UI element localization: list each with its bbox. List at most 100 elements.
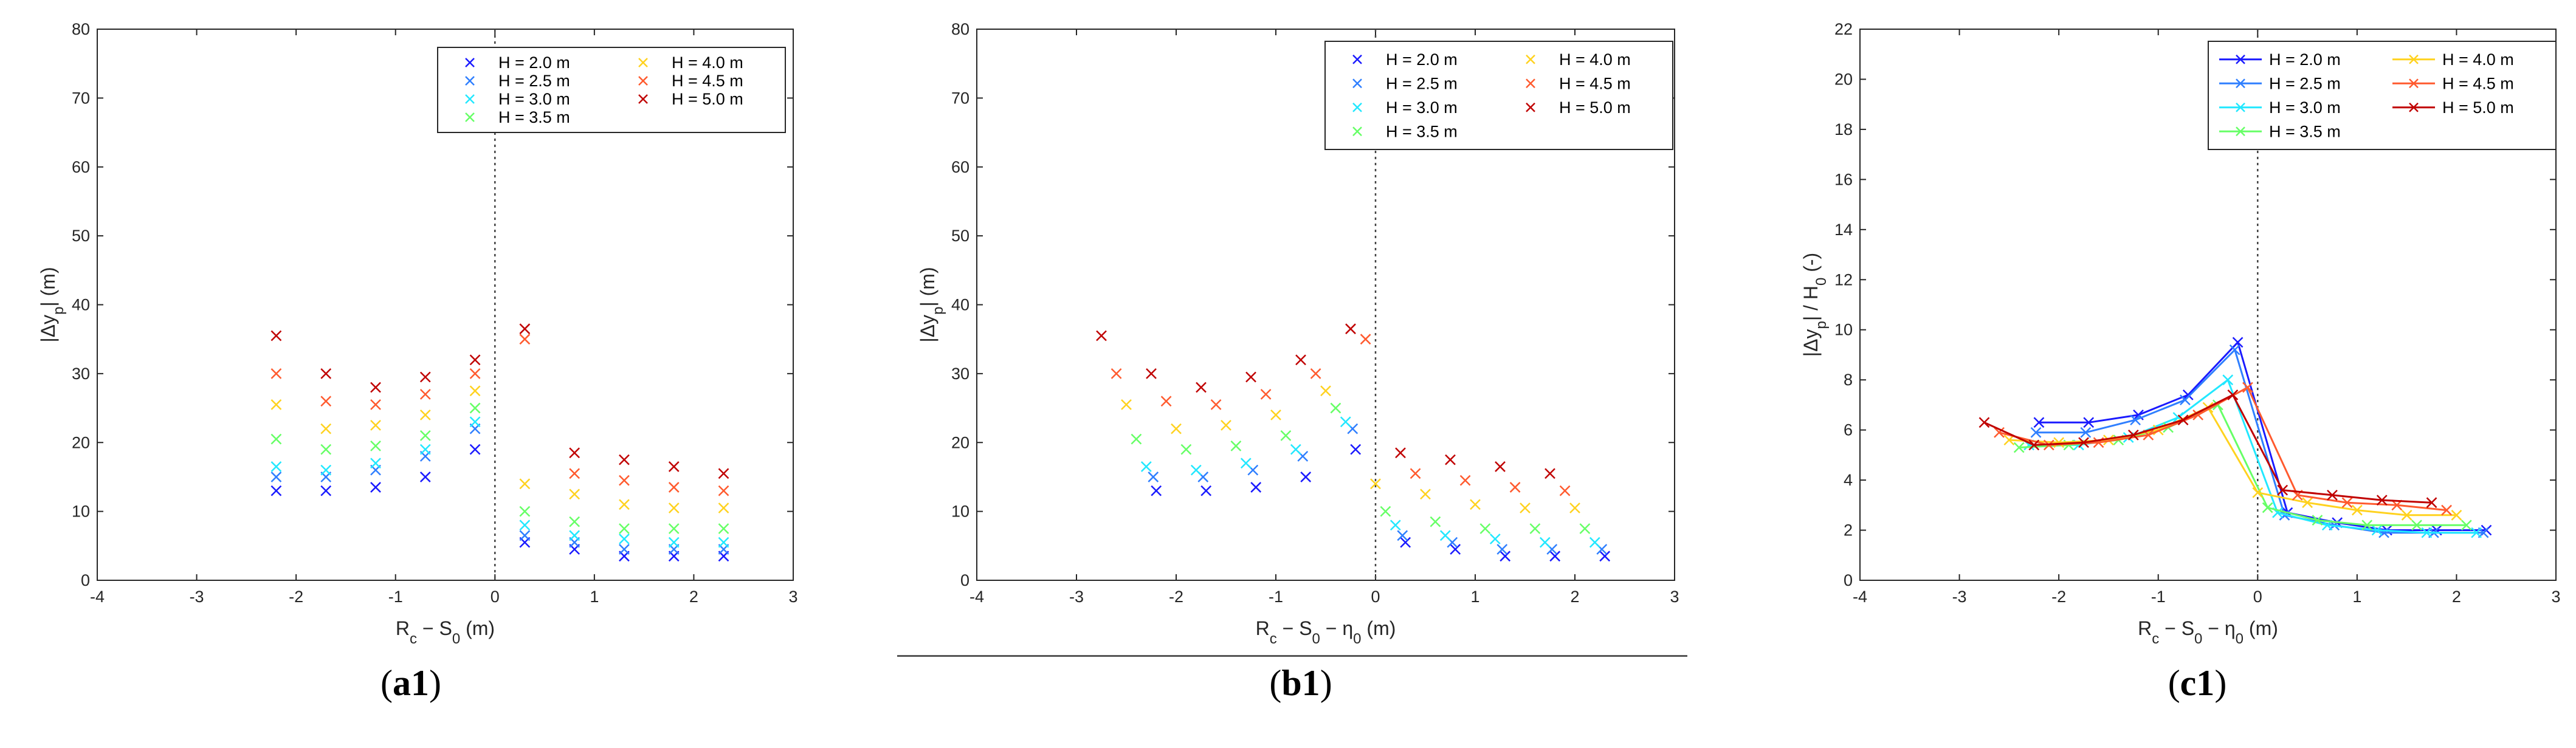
- marker-stroke: [1196, 382, 1207, 393]
- series-4.0: [270, 385, 729, 513]
- legend-marker: [465, 76, 475, 86]
- legend-marker: [2236, 126, 2245, 137]
- y-tick-label: 8: [1844, 371, 1853, 389]
- caption-a1: (a1): [320, 662, 502, 704]
- marker-stroke: [1330, 402, 1341, 414]
- data-point: [1994, 427, 2005, 438]
- data-point: [1397, 530, 1408, 541]
- data-point: [2361, 520, 2373, 531]
- marker-stroke: [1390, 520, 1401, 531]
- data-point: [569, 489, 580, 500]
- legend-label: H = 3.5 m: [2269, 122, 2341, 140]
- y-tick-label: 30: [72, 365, 90, 383]
- legend-item: H = 5.0 m: [1526, 98, 1631, 117]
- x-tick-label: 0: [491, 588, 500, 606]
- marker-stroke: [1495, 461, 1506, 472]
- data-point: [2341, 497, 2353, 509]
- marker-stroke: [2222, 374, 2234, 386]
- marker-stroke: [2229, 344, 2240, 355]
- marker-stroke: [270, 330, 282, 341]
- y-tick-label: 22: [1834, 20, 1853, 38]
- marker-stroke: [668, 537, 680, 548]
- data-point: [370, 382, 381, 393]
- marker-stroke: [370, 482, 381, 493]
- marker-stroke: [519, 530, 531, 541]
- data-point: [718, 485, 729, 496]
- marker-stroke: [1210, 399, 1222, 410]
- data-point: [1400, 537, 1411, 548]
- marker-stroke: [668, 523, 680, 534]
- legend-item: H = 5.0 m: [2392, 98, 2514, 117]
- marker-stroke: [370, 420, 381, 431]
- x-tick-label: 3: [788, 588, 797, 606]
- marker-stroke: [2083, 417, 2095, 428]
- legend-item: H = 2.0 m: [465, 53, 570, 72]
- marker-stroke: [718, 523, 729, 534]
- marker-stroke: [2053, 437, 2065, 448]
- data-point: [1500, 551, 1511, 562]
- data-point: [419, 371, 431, 383]
- marker-stroke: [419, 371, 431, 383]
- caption-open: (: [381, 663, 393, 703]
- marker-stroke: [2232, 337, 2244, 348]
- marker-stroke: [2426, 497, 2437, 509]
- data-point: [2277, 484, 2288, 496]
- data-point: [1549, 551, 1561, 562]
- marker-stroke: [2351, 504, 2363, 516]
- marker-stroke: [469, 368, 481, 379]
- data-point: [1569, 503, 1580, 513]
- data-point: [1221, 420, 1231, 431]
- legend-label: H = 5.0 m: [1559, 98, 1631, 117]
- marker-stroke: [569, 530, 580, 541]
- legend-item: H = 2.5 m: [465, 72, 570, 90]
- data-point: [2222, 374, 2234, 386]
- marker-stroke: [2421, 527, 2433, 538]
- data-point: [2451, 509, 2462, 521]
- data-point: [619, 454, 630, 465]
- caption-c1: (c1): [2106, 662, 2288, 704]
- legend-item: H = 4.5 m: [638, 72, 743, 90]
- data-point: [2028, 439, 2040, 451]
- legend-item: H = 2.0 m: [1352, 50, 1458, 69]
- data-point: [1539, 537, 1551, 548]
- marker-stroke: [2033, 417, 2045, 428]
- marker-stroke: [270, 461, 282, 472]
- y-tick-label: 80: [72, 20, 90, 38]
- marker-stroke: [1280, 430, 1292, 441]
- marker-stroke: [2030, 427, 2042, 438]
- marker-stroke: [2451, 509, 2462, 521]
- marker-stroke: [1420, 489, 1431, 500]
- y-tick-label: 60: [72, 158, 90, 176]
- data-point: [2441, 504, 2452, 516]
- legend: H = 2.0 m H = 2.5 m H = 3.0 m H = 3.5 m H = …: [2208, 41, 2557, 150]
- legend-label: H = 4.5 m: [2442, 74, 2514, 92]
- caption-b1: (b1): [1210, 662, 1392, 704]
- caption-id: c1: [2180, 663, 2215, 703]
- data-point: [519, 334, 531, 345]
- legend-marker: [638, 76, 648, 86]
- x-axis-label: Rc − S0 (m): [396, 617, 495, 647]
- marker-stroke: [1994, 427, 2005, 438]
- data-point: [569, 516, 580, 527]
- marker-stroke: [2182, 389, 2194, 400]
- legend-box: [437, 47, 786, 133]
- data-point: [1151, 485, 1162, 496]
- marker-stroke: [1160, 396, 1172, 407]
- data-point: [1200, 485, 1212, 496]
- caption-divider: [897, 655, 1687, 657]
- legend-item: H = 3.5 m: [1352, 122, 1458, 140]
- marker-stroke: [1380, 506, 1391, 517]
- legend-item: H = 4.0 m: [1526, 50, 1631, 69]
- data-point: [1320, 385, 1331, 397]
- data-point: [270, 472, 282, 482]
- data-point: [469, 354, 481, 366]
- legend-item: H = 4.5 m: [1526, 74, 1631, 92]
- marker-stroke: [1096, 330, 1107, 341]
- marker-stroke: [2312, 515, 2323, 526]
- caption-close: ): [2214, 663, 2227, 703]
- marker-stroke: [270, 433, 282, 445]
- marker-stroke: [2028, 439, 2040, 451]
- data-point: [519, 478, 531, 490]
- data-point: [1978, 417, 1990, 428]
